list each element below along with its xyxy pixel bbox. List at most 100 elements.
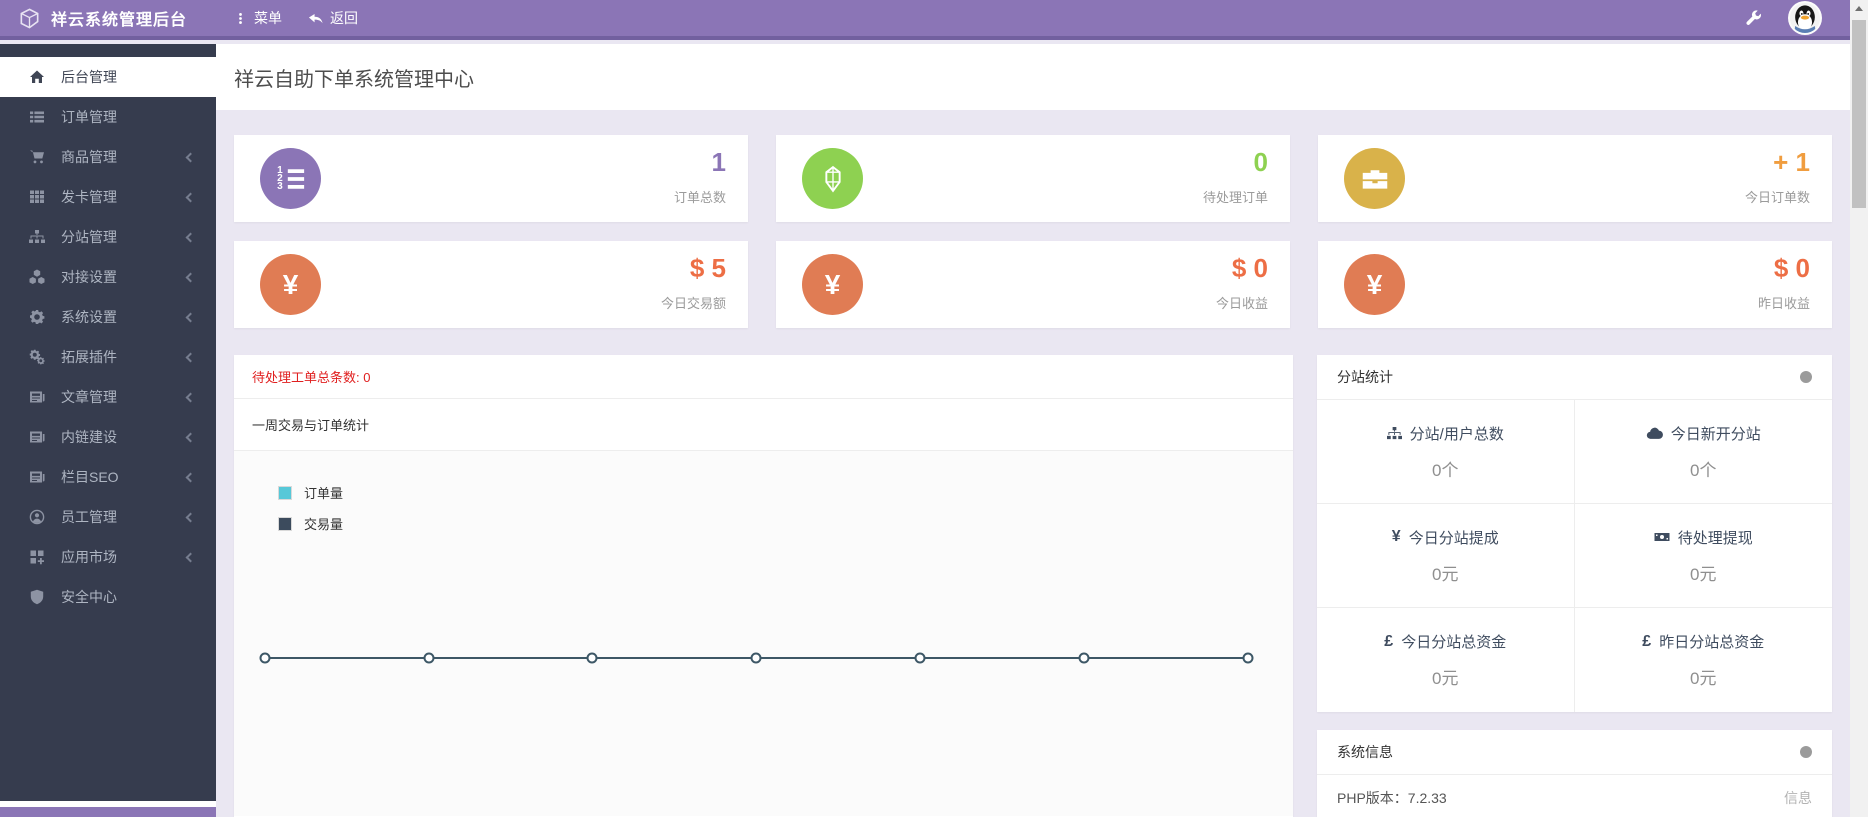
scroll-up-button[interactable]: [1850, 0, 1868, 17]
app-title: 祥云系统管理后台: [51, 12, 188, 29]
php-version-label: PHP版本：7.2.33: [1337, 789, 1447, 806]
stat-label: 今日交易额: [660, 296, 726, 311]
grid-icon: [28, 189, 46, 205]
yen-icon: ¥: [1344, 254, 1405, 315]
scrollbar-thumb[interactable]: [1852, 20, 1866, 208]
stat-value: $ 0: [1773, 253, 1810, 283]
main-content: 祥云自助下单系统管理中心 1 订单总数 0 待处理订单 + 1 今日订单数 ¥ …: [216, 44, 1850, 817]
sidebar-item-label: 订单管理: [61, 109, 117, 125]
sidebar-item-label: 拓展插件: [61, 349, 117, 365]
stat-value: $ 5: [689, 253, 726, 283]
sidebar-item-docking[interactable]: 对接设置: [0, 257, 216, 297]
back-button[interactable]: 返回: [308, 8, 358, 28]
menu-button[interactable]: 菜单: [234, 8, 282, 28]
sidebar-item-articles[interactable]: 文章管理: [0, 377, 216, 417]
stat-value: 1: [711, 147, 726, 177]
sidebar-item-label: 栏目SEO: [61, 469, 119, 485]
legend-label: 订单量: [304, 486, 344, 501]
panel-collapse-dot[interactable]: [1800, 746, 1812, 758]
reply-arrow-icon: [308, 11, 323, 26]
sidebar-item-staff[interactable]: 员工管理: [0, 497, 216, 537]
chevron-left-icon: [185, 152, 196, 162]
sidebar-item-label: 员工管理: [61, 509, 117, 525]
stat-value: 0: [1253, 147, 1268, 177]
sidebar: 后台管理 订单管理 商品管理 发卡管理 分站管理: [0, 44, 216, 817]
weekly-chart-panel: 待处理工单总条数: 0 一周交易与订单统计: [234, 355, 1293, 817]
panel-collapse-dot[interactable]: [1800, 371, 1812, 383]
sidebar-item-label: 内链建设: [61, 429, 117, 445]
sidebar-item-app-market[interactable]: 应用市场: [0, 537, 216, 577]
cell-value: 0个: [1690, 460, 1717, 480]
pound-icon: £: [1642, 632, 1652, 650]
substation-stats-panel: 分站统计 分站/用户总数 0个 今日新开分站 0个 ¥ 今日分: [1317, 355, 1832, 712]
qq-penguin-avatar[interactable]: [1788, 1, 1822, 35]
topbar-menu: 菜单 返回: [234, 8, 358, 28]
page-title: 祥云自助下单系统管理中心: [234, 68, 474, 91]
stat-label: 昨日收益: [1757, 296, 1810, 311]
cell-today-total-funds: £ 今日分站总资金 0元: [1317, 608, 1575, 712]
sidebar-item-label: 对接设置: [61, 269, 117, 285]
sidebar-item-innerlinks[interactable]: 内链建设: [0, 417, 216, 457]
legend-item-trades[interactable]: 交易量: [278, 514, 343, 533]
chevron-left-icon: [185, 352, 196, 362]
stat-card-today-trade: ¥ $ 5 今日交易额: [234, 241, 748, 328]
page-header: 祥云自助下单系统管理中心: [216, 44, 1850, 110]
legend-swatch: [278, 516, 292, 531]
sidebar-item-plugins[interactable]: 拓展插件: [0, 337, 216, 377]
chevron-left-icon: [185, 192, 196, 202]
wrench-icon[interactable]: [1745, 10, 1762, 27]
scrollbar[interactable]: [1850, 0, 1868, 817]
brand: 祥云系统管理后台: [0, 6, 216, 30]
cell-substation-users: 分站/用户总数 0个: [1317, 400, 1575, 504]
newspaper-icon: [28, 469, 46, 485]
chart-title-row: 一周交易与订单统计: [234, 399, 1293, 451]
panel-title: 分站统计: [1337, 369, 1393, 385]
sidebar-item-label: 发卡管理: [61, 189, 117, 205]
cell-today-commission: ¥ 今日分站提成 0元: [1317, 504, 1575, 608]
stat-label: 订单总数: [673, 190, 726, 205]
cell-value: 0元: [1690, 669, 1717, 688]
sidebar-item-backend[interactable]: 后台管理: [0, 57, 216, 97]
list-icon: [28, 109, 46, 125]
sidebar-footer-decoration: [0, 801, 216, 817]
sidebar-item-orders[interactable]: 订单管理: [0, 97, 216, 137]
briefcase-icon: [1344, 148, 1405, 209]
cell-pending-withdrawals: 待处理提现 0元: [1574, 504, 1832, 608]
chevron-left-icon: [185, 392, 196, 402]
chart-title: 一周交易与订单统计: [252, 418, 370, 433]
sidebar-item-substations[interactable]: 分站管理: [0, 217, 216, 257]
legend-item-orders[interactable]: 订单量: [278, 483, 343, 502]
stat-label: 待处理订单: [1202, 190, 1268, 205]
gears-icon: [28, 349, 46, 365]
topbar: 祥云系统管理后台 菜单 返回: [0, 0, 1868, 40]
line-chart: 订单量 交易量: [234, 451, 1293, 816]
chevron-left-icon: [185, 272, 196, 282]
substation-grid: 分站/用户总数 0个 今日新开分站 0个 ¥ 今日分站提成 0元 待处理提现: [1317, 400, 1832, 712]
menu-label: 菜单: [254, 10, 282, 26]
ellipsis-v-icon: [234, 12, 247, 25]
stat-label: 今日收益: [1215, 296, 1268, 311]
sidebar-item-products[interactable]: 商品管理: [0, 137, 216, 177]
sidebar-item-system-settings[interactable]: 系统设置: [0, 297, 216, 337]
sidebar-item-seo[interactable]: 栏目SEO: [0, 457, 216, 497]
cell-value: 0元: [1690, 564, 1717, 584]
sidebar-item-label: 文章管理: [61, 389, 117, 405]
cube-logo-icon: [18, 7, 41, 30]
cloud-icon: [1646, 425, 1663, 442]
sidebar-item-cards[interactable]: 发卡管理: [0, 177, 216, 217]
money-bill-icon: [1654, 529, 1670, 545]
sidebar-item-label: 商品管理: [61, 149, 117, 165]
system-info-header: 系统信息: [1317, 730, 1832, 775]
sidebar-item-label: 应用市场: [61, 549, 117, 565]
pending-workorders-row: 待处理工单总条数: 0: [234, 355, 1293, 399]
stat-label: 今日订单数: [1744, 190, 1810, 205]
home-icon: [28, 69, 46, 85]
newspaper-icon: [28, 389, 46, 405]
sidebar-item-security[interactable]: 安全中心: [0, 577, 216, 617]
stat-value: $ 0: [1231, 253, 1268, 283]
pound-icon: £: [1384, 632, 1394, 650]
newspaper-icon: [28, 429, 46, 445]
cell-new-substations: 今日新开分站 0个: [1574, 400, 1832, 504]
user-circle-icon: [28, 509, 46, 525]
